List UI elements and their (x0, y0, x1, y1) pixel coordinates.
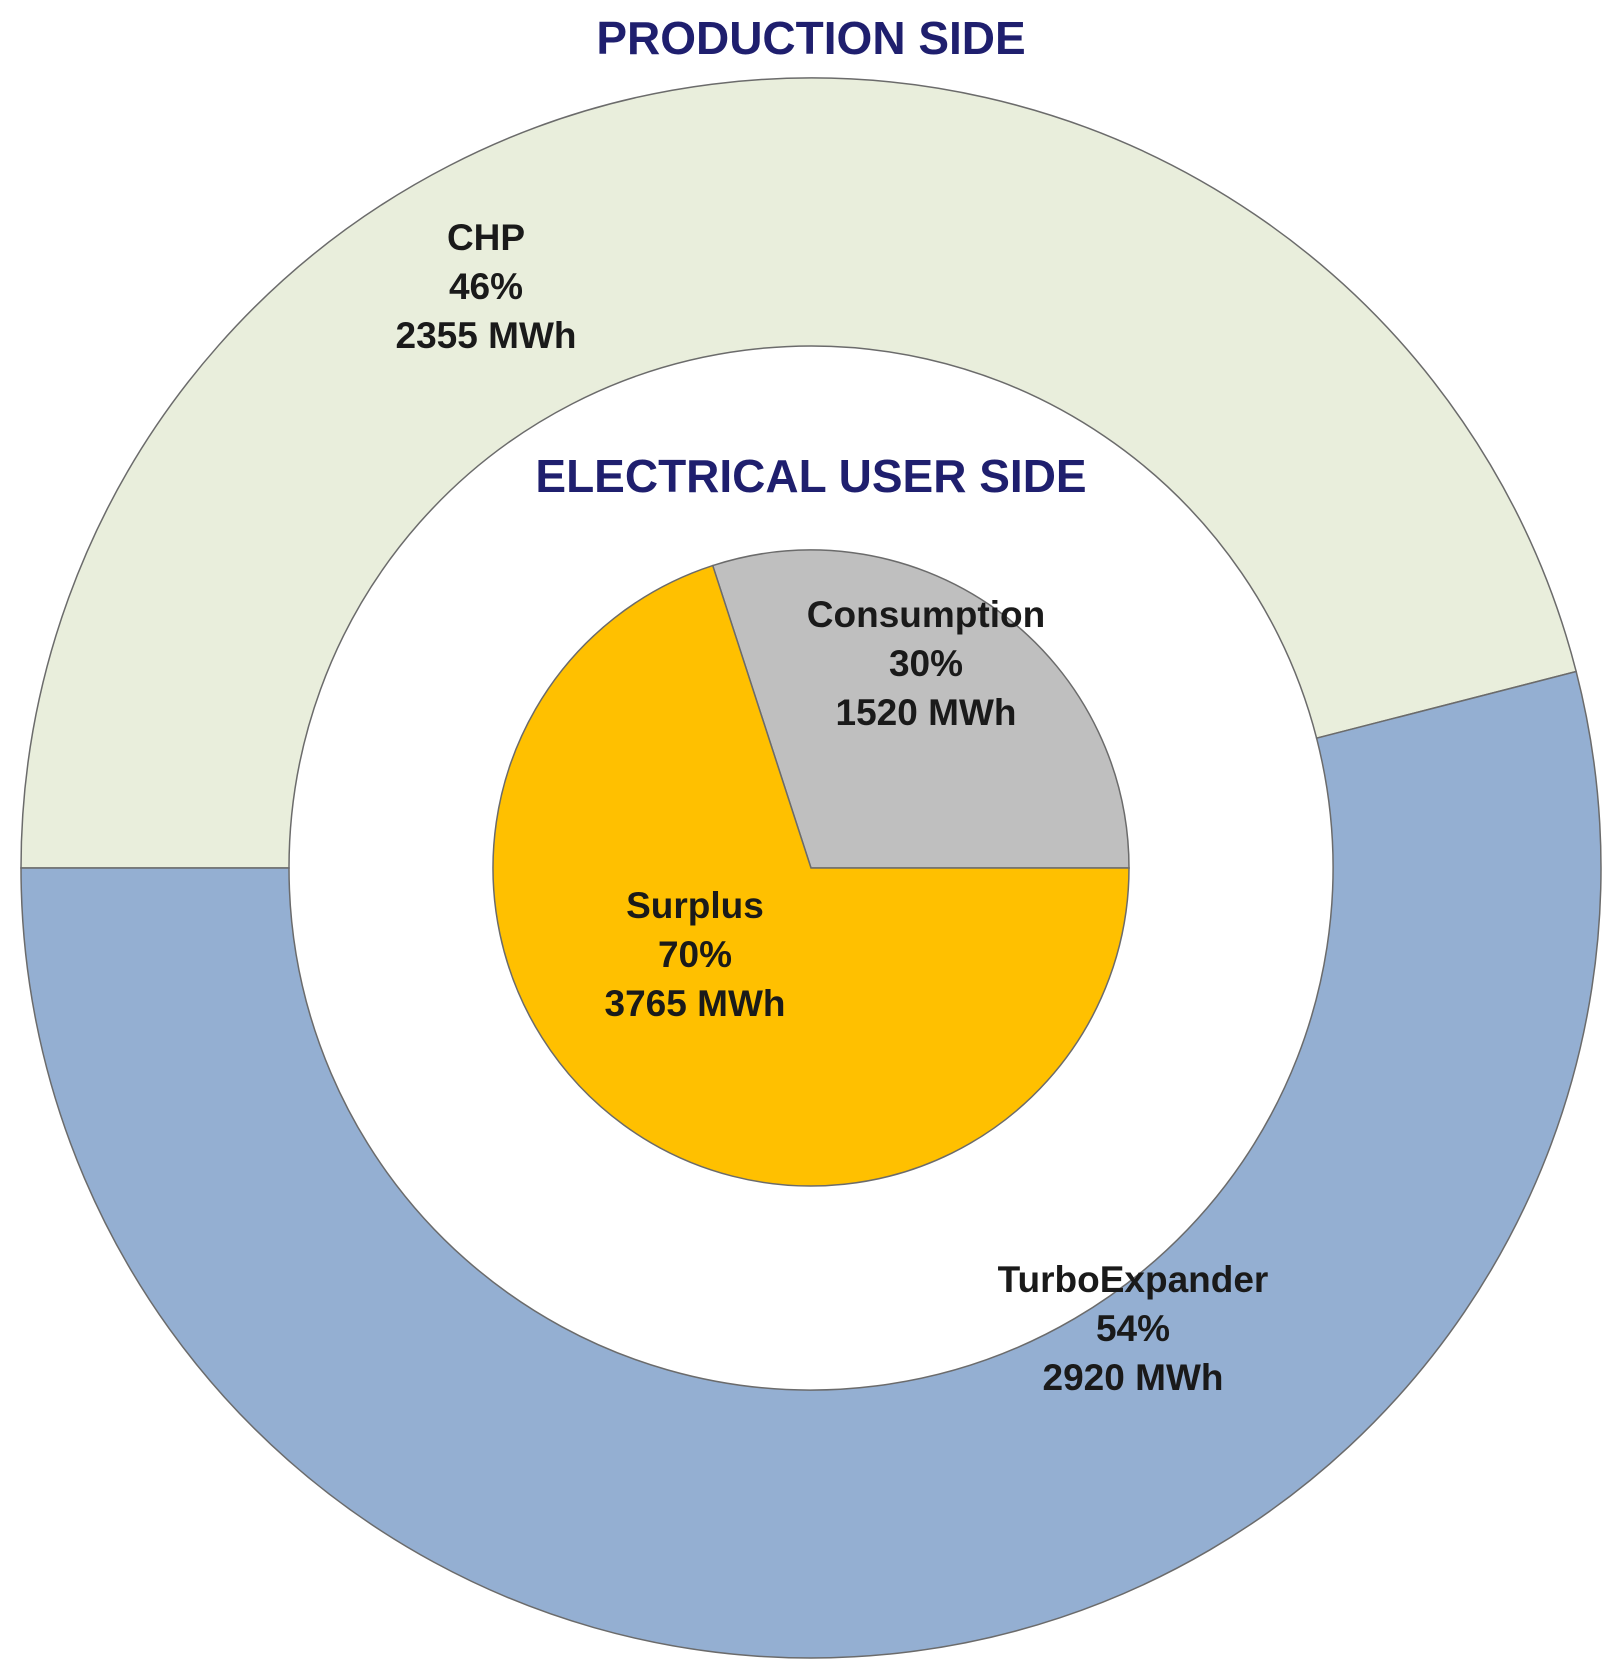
energy-label: 3765 MWh (605, 983, 786, 1024)
donut-slice (20, 77, 1578, 869)
slice-label: Surplus (626, 885, 764, 926)
slice-label: TurboExpander (998, 1259, 1269, 1300)
energy-label: 1520 MWh (836, 692, 1017, 733)
slice-label: CHP (447, 217, 525, 258)
chart-title: PRODUCTION SIDE (596, 12, 1025, 64)
energy-label: 2355 MWh (396, 315, 577, 356)
percent-label: 46% (449, 266, 523, 307)
chart-title: ELECTRICAL USER SIDE (535, 450, 1086, 502)
percent-label: 70% (658, 934, 732, 975)
energy-label: 2920 MWh (1043, 1357, 1224, 1398)
pie-slice (711, 549, 1130, 869)
slice-label: Consumption (807, 594, 1045, 635)
percent-label: 30% (889, 643, 963, 684)
pie-slice (492, 564, 1130, 1187)
donut-slice (20, 670, 1602, 1659)
percent-label: 54% (1096, 1308, 1170, 1349)
